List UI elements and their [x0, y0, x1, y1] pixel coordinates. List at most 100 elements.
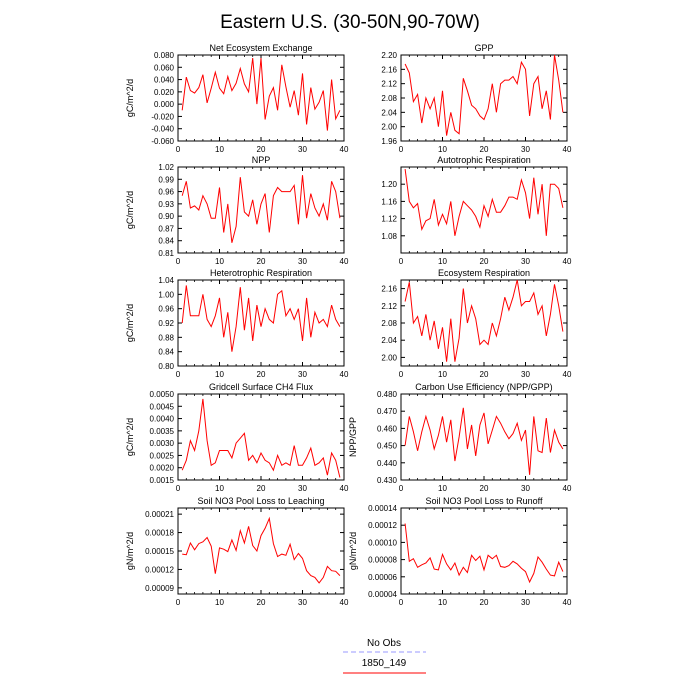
- x-tick-label: 0: [176, 145, 181, 154]
- x-tick-label: 30: [298, 257, 307, 266]
- y-tick-label: 0.92: [158, 319, 174, 328]
- legend-model-label: 1850_149: [362, 658, 407, 669]
- x-tick-label: 30: [521, 145, 530, 154]
- y-axis-label: gC/m^2/d: [125, 304, 135, 342]
- y-tick-label: 1.20: [381, 180, 397, 189]
- series-line: [181, 398, 341, 478]
- x-tick-label: 30: [521, 598, 530, 607]
- x-tick-label: 40: [340, 370, 349, 379]
- y-tick-label: 2.00: [381, 353, 397, 362]
- x-tick-label: 40: [340, 257, 349, 266]
- chart-title: Net Ecosystem Exchange: [209, 43, 312, 53]
- series-line: [404, 407, 564, 475]
- y-tick-label: 0.0015: [150, 476, 175, 485]
- y-tick-label: 0.460: [377, 424, 398, 433]
- plot-frame: [177, 54, 345, 142]
- chart-panel: Carbon Use Efficiency (NPP/GPP) NPP/GPP 0 1…: [348, 382, 572, 493]
- x-tick-label: 10: [215, 257, 224, 266]
- series-line: [182, 516, 341, 584]
- x-tick-label: 10: [215, 145, 224, 154]
- x-tick-label: 0: [176, 598, 181, 607]
- chart-title: Autotrophic Respiration: [437, 155, 531, 165]
- y-tick-label: 0.81: [158, 249, 174, 258]
- chart-panel: Gridcell Surface CH4 Flux gC/m^2/d 0 10 20 30…: [125, 382, 349, 493]
- y-tick-label: 0.90: [158, 212, 174, 221]
- panels: Net Ecosystem Exchange gC/m^2/d 0 10 20 30 40 -…: [125, 43, 572, 607]
- x-tick-label: 20: [257, 598, 266, 607]
- x-tick-label: 20: [480, 484, 489, 493]
- y-tick-label: 0.00018: [145, 529, 174, 538]
- legend: No Obs 1850_149: [343, 638, 426, 674]
- x-tick-label: 20: [480, 370, 489, 379]
- y-tick-label: 2.04: [381, 108, 397, 117]
- y-tick-label: -0.040: [151, 125, 174, 134]
- x-tick-label: 0: [399, 370, 404, 379]
- y-tick-label: 0.00008: [368, 556, 397, 565]
- y-tick-label: 0.00009: [145, 584, 174, 593]
- y-tick-label: 2.00: [381, 123, 397, 132]
- x-tick-label: 0: [176, 257, 181, 266]
- y-axis-label: gN/m^2/d: [125, 532, 135, 570]
- chart-title: GPP: [474, 43, 493, 53]
- y-tick-label: 0.080: [154, 51, 175, 60]
- x-tick-label: 0: [399, 598, 404, 607]
- series-line: [404, 279, 564, 362]
- y-tick-label: -0.060: [151, 137, 174, 146]
- y-tick-label: 0.450: [377, 442, 398, 451]
- y-tick-label: 0.0050: [150, 390, 175, 399]
- y-tick-label: 0.0035: [150, 427, 175, 436]
- chart-title: Heterotrophic Respiration: [210, 268, 312, 278]
- y-axis-label: gC/m^2/d: [125, 79, 135, 117]
- y-tick-label: 0.480: [377, 390, 398, 399]
- y-tick-label: 0.00006: [368, 573, 397, 582]
- series-line: [404, 523, 564, 584]
- x-tick-label: 30: [298, 145, 307, 154]
- chart-title: NPP: [252, 155, 271, 165]
- series-line: [404, 54, 564, 136]
- x-tick-label: 0: [176, 484, 181, 493]
- x-tick-label: 10: [215, 484, 224, 493]
- y-tick-label: 0.020: [154, 88, 175, 97]
- series-line: [181, 58, 341, 131]
- x-tick-label: 40: [340, 145, 349, 154]
- series-line: [181, 175, 341, 243]
- y-tick-label: -0.020: [151, 112, 174, 121]
- plot-frame: [400, 166, 568, 254]
- chart-panel: Net Ecosystem Exchange gC/m^2/d 0 10 20 30 40 -…: [125, 43, 349, 154]
- plot-frame: [177, 393, 345, 481]
- y-tick-label: 0.00010: [368, 538, 397, 547]
- y-tick-label: 0.84: [158, 348, 174, 357]
- chart-panel: NPP gC/m^2/d 0 10 20 30 40 0.81 0.84 0.87 0.90 0.93…: [125, 155, 349, 266]
- x-tick-label: 30: [298, 598, 307, 607]
- x-tick-label: 30: [521, 484, 530, 493]
- y-tick-label: 1.00: [158, 290, 174, 299]
- y-tick-label: 2.08: [381, 94, 397, 103]
- chart-panel: Heterotrophic Respiration gC/m^2/d 0 10 20 30…: [125, 268, 349, 379]
- y-tick-label: 2.16: [381, 285, 397, 294]
- x-tick-label: 0: [176, 370, 181, 379]
- x-tick-label: 10: [215, 370, 224, 379]
- chart-panel: GPP 0 10 20 30 40 1.96 2.00 2.04 2.08 2.12 2.16 2.20: [381, 43, 572, 154]
- y-tick-label: 2.12: [381, 302, 397, 311]
- x-tick-label: 10: [438, 370, 447, 379]
- y-axis-label: gN/m^2/d: [348, 532, 358, 570]
- y-tick-label: 0.040: [154, 76, 175, 85]
- x-tick-label: 0: [399, 145, 404, 154]
- y-tick-label: 1.04: [158, 276, 174, 285]
- y-tick-label: 0.84: [158, 237, 174, 246]
- y-tick-label: 0.80: [158, 362, 174, 371]
- x-tick-label: 40: [563, 145, 572, 154]
- x-tick-label: 40: [563, 598, 572, 607]
- y-tick-label: 0.00014: [368, 504, 397, 513]
- chart-title: Gridcell Surface CH4 Flux: [209, 382, 314, 392]
- x-tick-label: 10: [438, 598, 447, 607]
- legend-obs-label: No Obs: [367, 638, 401, 649]
- chart-panel: Soil NO3 Pool Loss to Runoff gN/m^2/d 0 10 2…: [348, 496, 572, 607]
- x-tick-label: 20: [257, 145, 266, 154]
- y-tick-label: 0.96: [158, 305, 174, 314]
- y-tick-label: 0.00015: [145, 547, 174, 556]
- plot-frame: [400, 393, 568, 481]
- y-tick-label: 2.08: [381, 319, 397, 328]
- x-tick-label: 0: [399, 257, 404, 266]
- x-tick-label: 10: [215, 598, 224, 607]
